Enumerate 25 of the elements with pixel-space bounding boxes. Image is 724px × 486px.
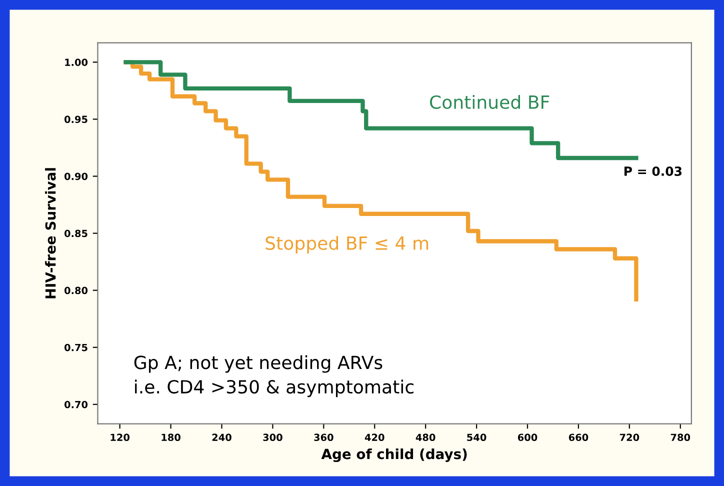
x-tick-label: 420 — [364, 434, 384, 442]
y-tick-label: 0.80 — [64, 286, 88, 294]
x-tick-label: 480 — [416, 434, 436, 442]
y-tick-label: 0.90 — [64, 172, 88, 180]
x-tick-label: 240 — [212, 434, 232, 442]
series-label: Stopped BF ≤ 4 m — [266, 236, 428, 254]
y-tick-label: 1.00 — [65, 58, 88, 66]
y-tick-label: 0.75 — [64, 344, 88, 352]
x-tick-label: 360 — [314, 434, 334, 442]
y-tick-label: 0.70 — [64, 400, 88, 408]
x-tick-label: 600 — [518, 434, 538, 442]
y-axis-title: HIV-free Survival — [45, 168, 56, 298]
annotation: Gp A; not yet needing ARVs i.e. CD4 >350 & asymptomatic — [134, 355, 414, 398]
x-tick-label: 300 — [263, 434, 282, 442]
x-tick-label: 120 — [110, 434, 130, 442]
x-tick-label: 540 — [467, 434, 486, 442]
x-axis-title: Age of child (days) — [321, 448, 467, 462]
x-tick-label: 780 — [670, 434, 690, 442]
annotation: P = 0.03 — [624, 166, 682, 176]
x-tick-label: 180 — [162, 434, 180, 442]
y-tick-label: 0.85 — [64, 230, 88, 238]
x-tick-label: 660 — [568, 434, 588, 442]
x-tick-label: 720 — [620, 434, 640, 442]
y-tick-label: 0.95 — [64, 116, 88, 124]
series-label: Continued BF — [430, 94, 550, 109]
